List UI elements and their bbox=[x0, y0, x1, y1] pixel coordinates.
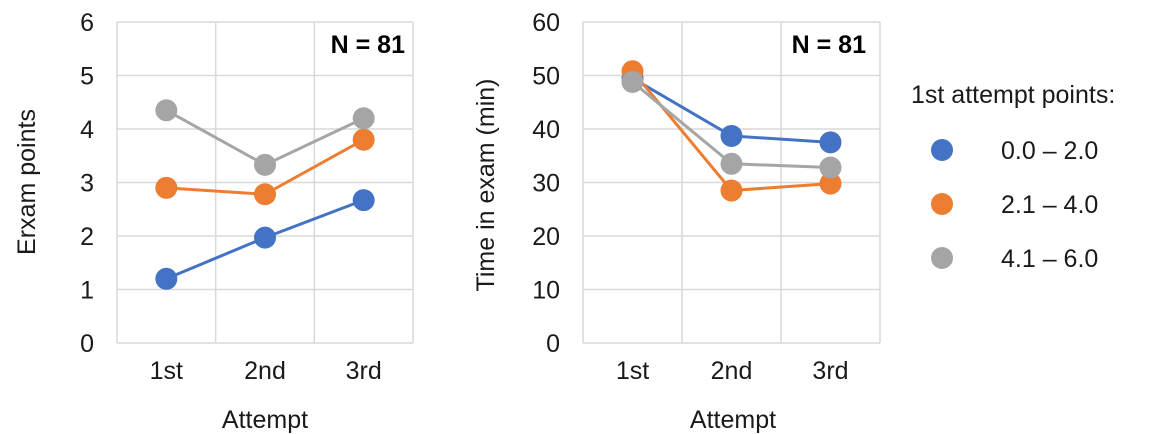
exam-time-y-tick-50: 50 bbox=[532, 63, 560, 91]
exam-time-x-tick-3rd: 3rd bbox=[812, 357, 848, 385]
exam-points-x-tick-2nd: 2nd bbox=[244, 357, 286, 385]
exam-time-point-1-2 bbox=[819, 172, 842, 195]
exam-points-point-1-2 bbox=[352, 128, 375, 151]
legend-label-1: 2.1 – 4.0 bbox=[1001, 191, 1098, 219]
exam-time-point-2-2 bbox=[819, 156, 842, 179]
legend-item-2: 4.1 – 6.0 bbox=[931, 245, 1098, 273]
legend-item-0: 0.0 – 2.0 bbox=[931, 137, 1098, 165]
exam-points-y-tick-5: 5 bbox=[80, 63, 94, 91]
exam-time-point-0-2 bbox=[819, 131, 842, 154]
exam-time-point-1-1 bbox=[720, 179, 743, 202]
exam-points-chart: 0 1 2 3 4 5 6 1st 2nd 3rd bbox=[80, 9, 414, 385]
legend: 1st attempt points: 0.0 – 2.0 2.1 – 4.0 … bbox=[911, 81, 1115, 273]
legend-label-0: 0.0 – 2.0 bbox=[1001, 137, 1098, 165]
legend-marker-2 bbox=[931, 247, 953, 269]
exam-points-y-tick-0: 0 bbox=[80, 330, 94, 358]
exam-time-x-tick-1st: 1st bbox=[616, 357, 649, 385]
legend-marker-0 bbox=[931, 139, 953, 161]
exam-points-point-2-2 bbox=[352, 107, 375, 130]
exam-time-y-tick-60: 60 bbox=[532, 9, 560, 37]
exam-time-y-tick-10: 10 bbox=[532, 277, 560, 305]
exam-time-y-tick-30: 30 bbox=[532, 170, 560, 198]
exam-points-x-axis-title: Attempt bbox=[222, 406, 308, 434]
legend-item-1: 2.1 – 4.0 bbox=[931, 191, 1098, 219]
exam-time-x-tick-2nd: 2nd bbox=[711, 357, 753, 385]
exam-time-y-tick-20: 20 bbox=[532, 223, 560, 251]
exam-time-y-tick-0: 0 bbox=[546, 330, 560, 358]
exam-points-y-axis-title: Erxam points bbox=[13, 109, 41, 255]
exam-time-y-tick-40: 40 bbox=[532, 116, 560, 144]
exam-points-n-annotation: N = 81 bbox=[331, 31, 405, 59]
exam-points-x-tick-1st: 1st bbox=[150, 357, 183, 385]
exam-points-y-tick-2: 2 bbox=[80, 223, 94, 251]
exam-points-x-tick-3rd: 3rd bbox=[346, 357, 382, 385]
exam-points-y-tick-3: 3 bbox=[80, 170, 94, 198]
exam-points-point-2-0 bbox=[155, 99, 178, 122]
exam-points-point-0-2 bbox=[352, 189, 375, 212]
exam-time-point-0-1 bbox=[720, 124, 743, 147]
exam-time-chart: 0 10 20 30 40 50 60 1st 2nd 3rd bbox=[532, 9, 881, 385]
exam-time-point-2-1 bbox=[720, 152, 743, 175]
exam-points-point-2-1 bbox=[254, 153, 276, 176]
exam-time-x-axis-title: Attempt bbox=[690, 406, 776, 434]
exam-points-y-tick-6: 6 bbox=[80, 9, 94, 37]
exam-points-point-1-0 bbox=[155, 176, 178, 199]
legend-title: 1st attempt points: bbox=[911, 81, 1115, 109]
legend-marker-1 bbox=[931, 193, 953, 215]
exam-points-point-0-0 bbox=[155, 267, 178, 290]
exam-time-point-2-0 bbox=[621, 70, 644, 93]
exam-points-point-1-1 bbox=[254, 183, 276, 206]
legend-label-2: 4.1 – 6.0 bbox=[1001, 245, 1098, 273]
exam-time-y-axis-title: Time in exam (min) bbox=[472, 79, 500, 292]
exam-points-y-tick-1: 1 bbox=[80, 277, 94, 305]
exam-points-point-0-1 bbox=[254, 226, 276, 249]
exam-points-y-tick-4: 4 bbox=[80, 116, 94, 144]
exam-time-n-annotation: N = 81 bbox=[792, 31, 866, 59]
